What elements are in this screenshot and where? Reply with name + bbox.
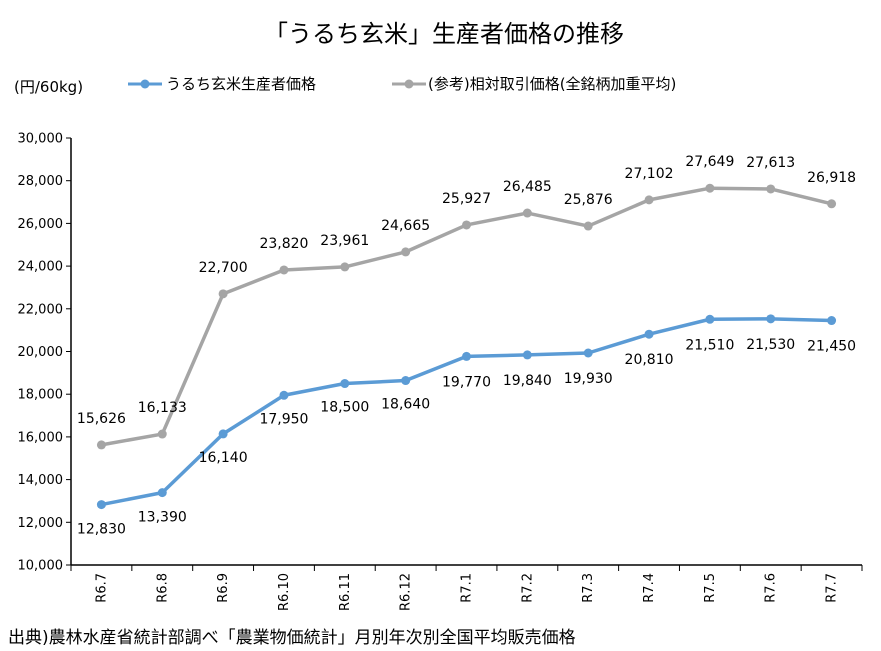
y-tick-label: 24,000 <box>18 260 64 275</box>
data-point <box>218 429 228 439</box>
data-label: 25,927 <box>442 191 491 207</box>
data-point <box>157 429 167 439</box>
data-label: 12,830 <box>77 522 126 538</box>
x-tick-label: R7.3 <box>581 573 596 603</box>
y-axis-ticks: 10,000 12,000 14,000 16,000 18,000 20,000 22,0… <box>18 132 71 574</box>
data-label: 22,700 <box>199 260 248 276</box>
y-tick-label: 12,000 <box>18 516 64 531</box>
x-tick-label: R7.2 <box>520 573 535 603</box>
data-label: 21,510 <box>685 337 734 353</box>
data-point <box>96 500 106 510</box>
data-point <box>827 316 837 326</box>
x-tick-label: R6.12 <box>399 573 414 611</box>
legend: うるち玄米生産者価格 (参考)相対取引価格(全銘柄加重平均) <box>128 75 676 93</box>
data-point <box>462 351 471 361</box>
data-point <box>157 488 167 498</box>
y-tick-label: 30,000 <box>18 132 64 147</box>
data-point <box>766 184 776 194</box>
data-point <box>522 350 532 360</box>
y-tick-label: 28,000 <box>18 174 64 189</box>
data-label: 25,876 <box>564 192 613 208</box>
series-producer-price: 12,830 13,390 16,140 17,950 18,500 18,640 19,7… <box>77 314 856 538</box>
x-tick-label: R6.8 <box>155 573 170 603</box>
x-tick-label: R6.11 <box>338 573 353 611</box>
data-point <box>340 379 350 389</box>
data-point <box>766 314 776 324</box>
legend-label-producer-price: うるち玄米生産者価格 <box>166 75 316 93</box>
x-tick-label: R7.7 <box>825 573 840 603</box>
y-axis-unit-label: (円/60kg) <box>14 78 83 96</box>
data-point <box>279 265 289 275</box>
chart-title: 「うるち玄米」生産者価格の推移 <box>264 20 624 48</box>
data-label: 21,530 <box>746 337 795 353</box>
y-tick-label: 16,000 <box>18 430 64 445</box>
x-tick-label: R6.10 <box>277 573 292 611</box>
y-tick-label: 14,000 <box>18 473 64 488</box>
y-tick-label: 18,000 <box>18 388 64 403</box>
data-point <box>340 262 350 272</box>
data-label: 27,613 <box>746 155 795 171</box>
data-label: 21,450 <box>807 339 856 355</box>
data-point <box>279 390 289 400</box>
data-point <box>462 220 471 230</box>
x-tick-label: R7.6 <box>764 573 779 603</box>
legend-marker-relative-trade-price <box>404 79 414 89</box>
legend-marker-producer-price <box>140 79 150 89</box>
y-tick-label: 26,000 <box>18 217 64 232</box>
data-point <box>827 199 837 209</box>
data-label: 26,485 <box>503 179 552 195</box>
data-label: 27,649 <box>685 154 734 170</box>
data-label: 26,918 <box>807 170 856 186</box>
legend-label-relative-trade-price: (参考)相対取引価格(全銘柄加重平均) <box>428 75 676 93</box>
data-label: 19,770 <box>442 374 491 390</box>
data-label: 23,820 <box>259 236 308 252</box>
x-axis-ticks: R6.7 R6.8 R6.9 R6.10 R6.11 R6.12 R7.1 R7.2 R7.3 R… <box>70 565 863 611</box>
data-label: 23,961 <box>320 233 369 249</box>
data-label: 27,102 <box>625 166 674 182</box>
data-label: 16,133 <box>138 400 187 416</box>
data-point <box>522 208 532 218</box>
series-relative-trade-price: 15,626 16,133 22,700 23,820 23,961 24,665 25,9… <box>77 154 856 450</box>
x-tick-label: R6.9 <box>216 573 231 603</box>
data-label: 15,626 <box>77 411 126 427</box>
data-label: 17,950 <box>259 411 308 427</box>
data-point <box>705 183 715 193</box>
x-tick-label: R7.1 <box>460 573 475 603</box>
data-label: 20,810 <box>625 352 674 368</box>
data-label: 13,390 <box>138 510 187 526</box>
y-tick-label: 22,000 <box>18 302 64 317</box>
x-tick-label: R6.7 <box>94 573 109 603</box>
data-label: 19,930 <box>564 371 613 387</box>
x-tick-label: R7.5 <box>703 573 718 603</box>
data-point <box>218 289 228 299</box>
data-point <box>96 440 106 450</box>
data-point <box>401 376 411 386</box>
y-tick-label: 10,000 <box>18 559 64 574</box>
data-label: 19,840 <box>503 373 552 389</box>
data-point <box>401 247 411 257</box>
data-point <box>583 348 593 358</box>
data-point <box>705 314 715 324</box>
data-point <box>583 221 593 231</box>
data-point <box>644 329 654 339</box>
data-label: 16,140 <box>199 450 248 466</box>
source-note: 出典)農林水産省統計部調べ「農業物価統計」月別年次別全国平均販売価格 <box>8 628 576 648</box>
data-label: 18,640 <box>381 397 430 413</box>
data-label: 24,665 <box>381 218 430 234</box>
x-tick-label: R7.4 <box>642 573 657 603</box>
series-group: 12,830 13,390 16,140 17,950 18,500 18,640 19,7… <box>77 154 856 537</box>
y-tick-label: 20,000 <box>18 345 64 360</box>
data-label: 18,500 <box>320 400 369 416</box>
data-point <box>644 195 654 205</box>
